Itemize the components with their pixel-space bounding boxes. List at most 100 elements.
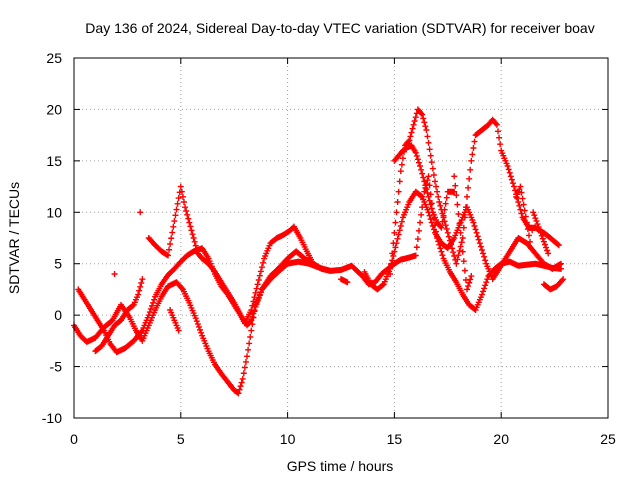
data-point [139, 276, 146, 283]
data-point [396, 227, 403, 234]
data-point [455, 252, 462, 259]
data-point [137, 283, 144, 290]
data-point [145, 312, 152, 319]
y-tick-label: 25 [46, 50, 62, 66]
data-point [390, 240, 397, 247]
data-point [480, 250, 487, 257]
data-point [344, 279, 351, 286]
data-point [530, 209, 537, 216]
data-point [459, 248, 466, 255]
data-point [412, 114, 419, 121]
data-point [460, 258, 467, 265]
data-point [467, 276, 474, 283]
data-point [408, 129, 415, 136]
data-point [478, 247, 485, 253]
data-point [425, 173, 432, 180]
data-point [414, 156, 421, 163]
data-point [392, 219, 399, 226]
data-point [475, 236, 482, 243]
data-point [482, 282, 489, 289]
data-point [468, 157, 475, 164]
data-point [195, 323, 202, 330]
series-track-c [145, 106, 562, 327]
data-point [494, 128, 501, 135]
data-point [393, 209, 400, 216]
data-point [439, 218, 446, 225]
data-point [246, 340, 253, 347]
x-tick-label: 15 [387, 431, 403, 447]
data-point [506, 169, 513, 176]
data-point [425, 193, 432, 200]
data-point [442, 200, 449, 207]
data-point [146, 309, 153, 316]
data-point [443, 194, 450, 201]
data-point [387, 265, 394, 272]
data-point [437, 202, 444, 209]
data-point [535, 223, 542, 230]
data-point [424, 190, 431, 196]
data-point [451, 173, 458, 180]
data-point [480, 288, 487, 295]
data-point [194, 321, 201, 328]
y-axis-label: SDTVAR / TECUs [6, 182, 22, 294]
data-point [255, 277, 262, 283]
data-point [260, 259, 267, 266]
data-point [170, 223, 177, 230]
y-tick-label: 0 [54, 307, 62, 323]
data-point [461, 267, 468, 274]
data-point [539, 235, 546, 242]
data-point [150, 299, 157, 306]
data-point [540, 238, 547, 245]
data-point [412, 252, 419, 259]
data-point [533, 218, 540, 225]
data-point [529, 227, 536, 234]
data-point [555, 242, 562, 249]
y-tick-label: -10 [42, 410, 62, 426]
data-point [415, 227, 422, 234]
data-point [394, 199, 401, 205]
data-point [420, 115, 427, 122]
data-point [545, 250, 552, 257]
data-point [151, 296, 158, 303]
x-axis-label: GPS time / hours [287, 458, 394, 474]
data-point [427, 201, 434, 208]
data-point [173, 206, 180, 213]
data-point [461, 214, 468, 221]
data-point [452, 182, 459, 189]
data-point [257, 268, 264, 275]
data-point [496, 134, 503, 141]
data-point [166, 246, 173, 253]
data-point [465, 283, 472, 290]
data-point [536, 226, 543, 233]
series-track-d [92, 142, 567, 355]
data-point [254, 281, 261, 288]
data-point [470, 219, 477, 226]
data-point [512, 187, 519, 194]
data-point [558, 265, 565, 272]
data-point [525, 232, 532, 239]
data-point [137, 209, 144, 216]
data-point [389, 257, 396, 264]
data-point [247, 334, 254, 340]
data-point [398, 161, 405, 168]
data-point [138, 328, 145, 335]
data-point [527, 238, 534, 245]
data-point [453, 260, 460, 267]
data-point [433, 183, 440, 190]
series-track-a [71, 173, 565, 397]
data-point [429, 165, 436, 172]
data-points [71, 106, 567, 397]
data-point [192, 315, 199, 322]
chart-title: Day 136 of 2024, Sidereal Day-to-day VTE… [85, 20, 594, 36]
data-point [464, 286, 471, 293]
data-point [520, 201, 527, 208]
x-tick-label: 20 [493, 431, 509, 447]
data-point [138, 280, 145, 286]
data-point [412, 149, 419, 156]
data-point [148, 302, 155, 309]
data-point [450, 249, 457, 256]
data-point [442, 222, 449, 229]
data-point [413, 152, 420, 159]
data-point [468, 273, 475, 280]
data-point [379, 282, 386, 289]
